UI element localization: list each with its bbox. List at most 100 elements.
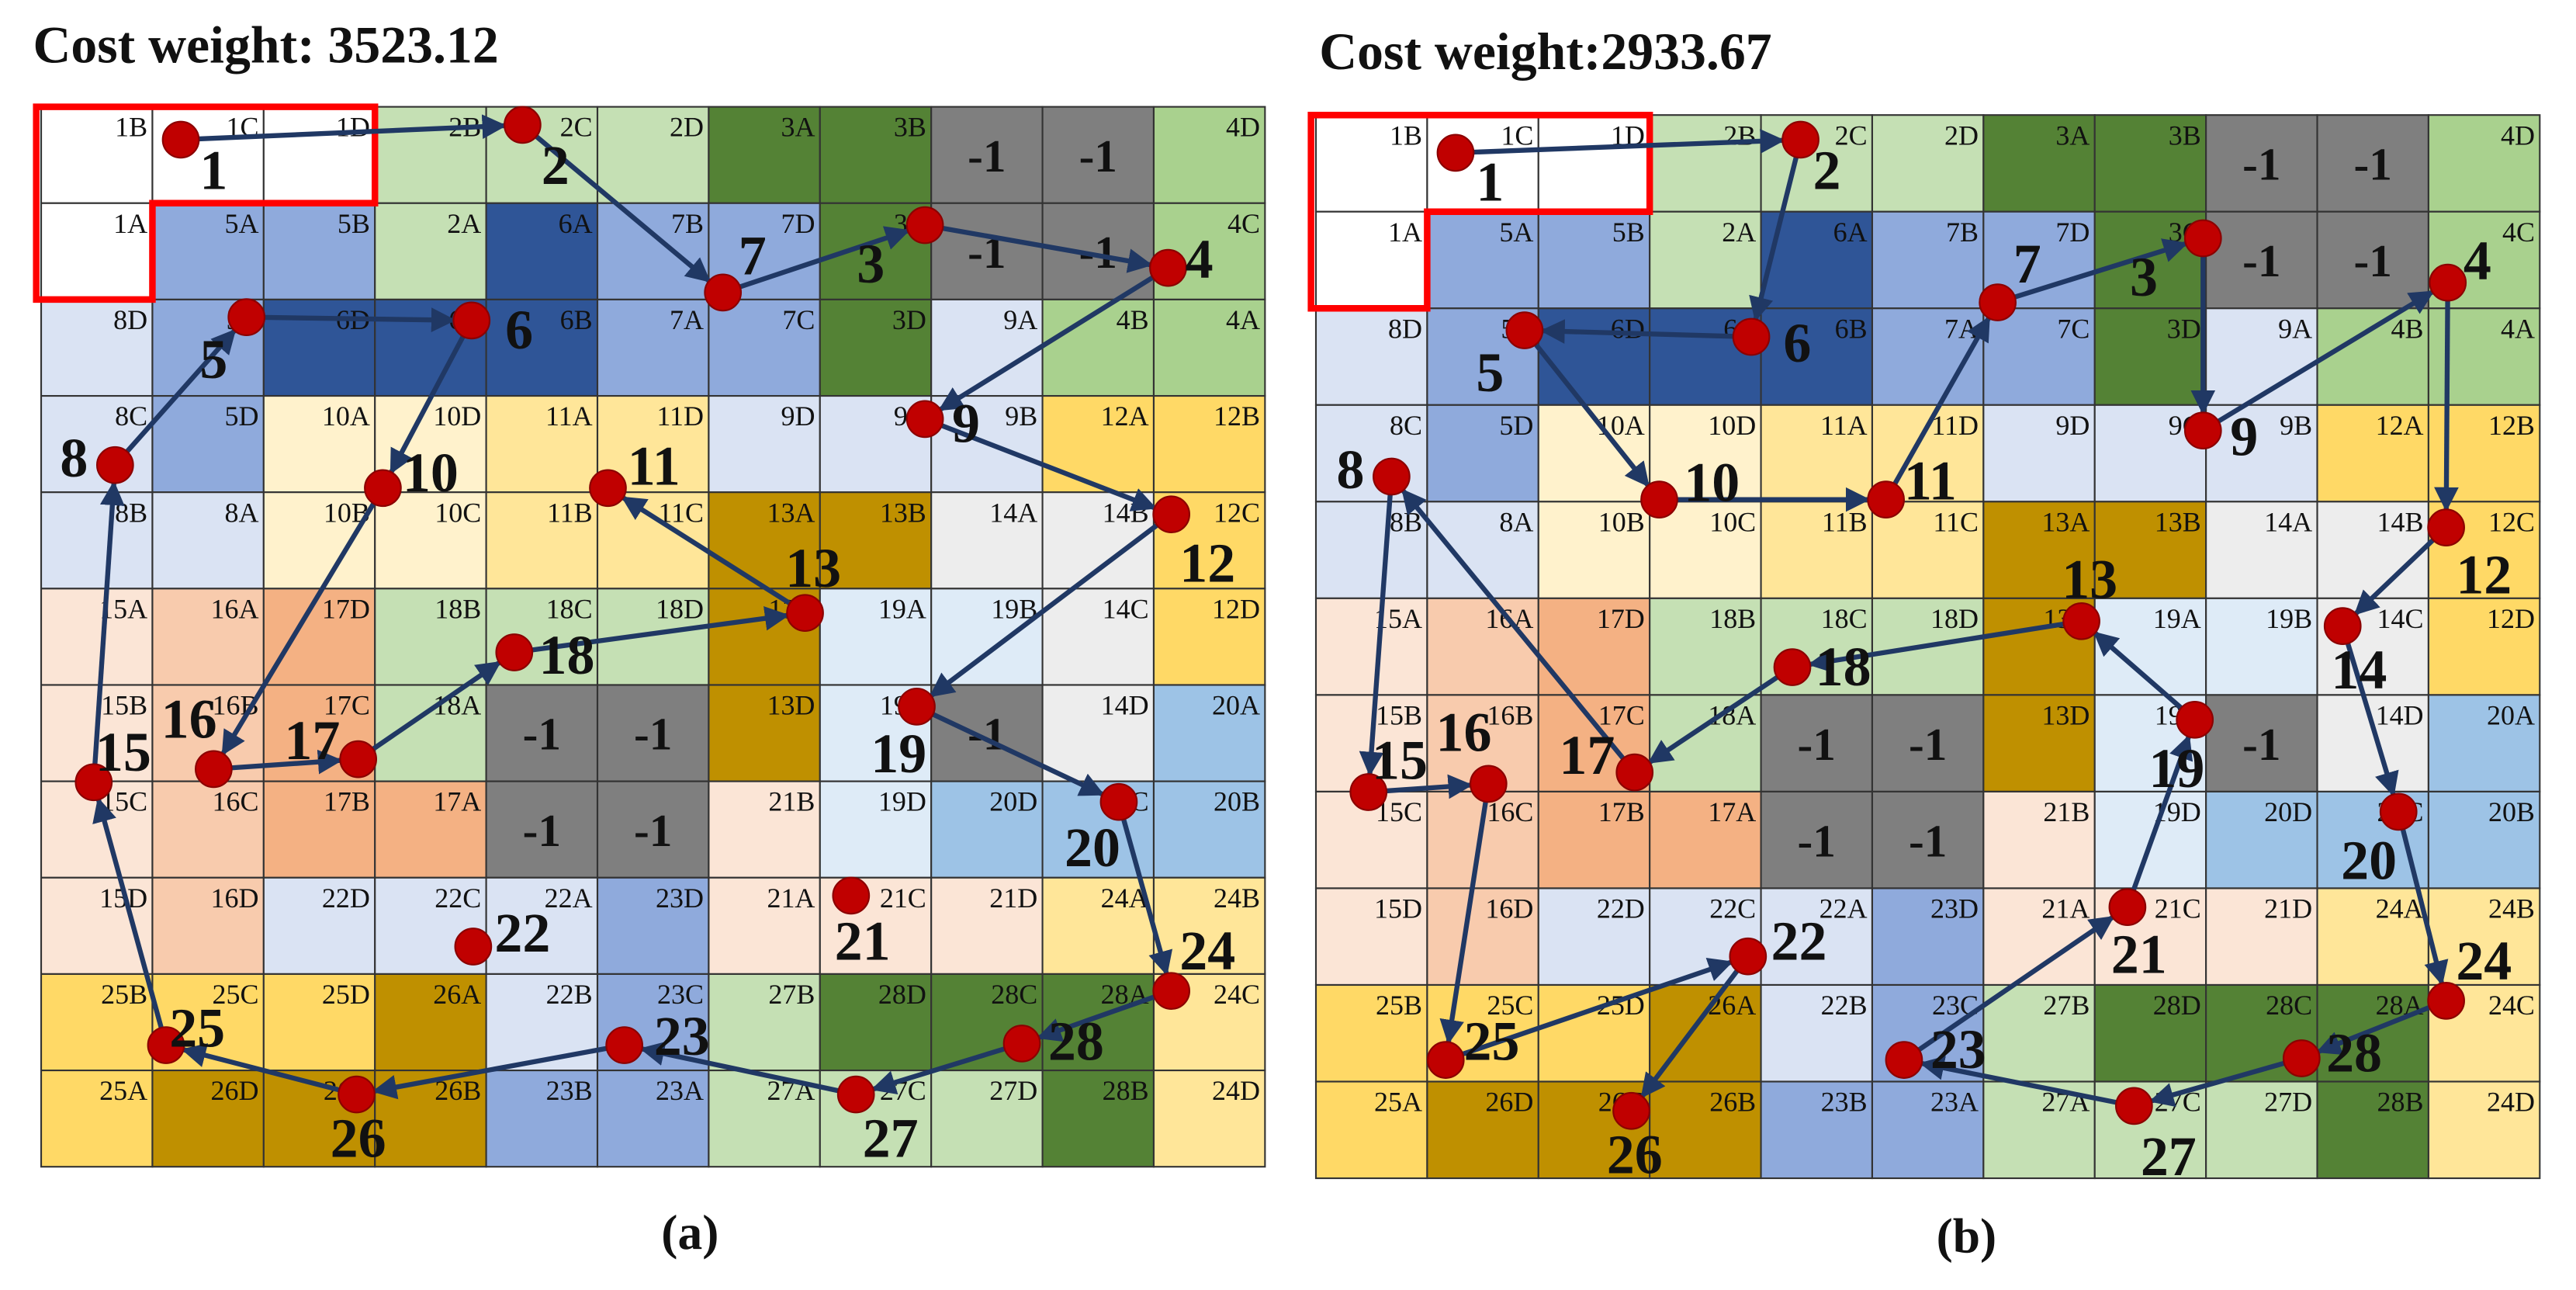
- node-dot: [2427, 982, 2465, 1020]
- cell-label: 2C: [1835, 120, 1868, 151]
- grid-cell: [596, 1070, 710, 1168]
- node-dot: [364, 469, 402, 508]
- node-label: 12: [1179, 532, 1235, 594]
- node-dot: [898, 688, 936, 726]
- route-arrow: [2217, 290, 2435, 424]
- grid-cell: [1041, 1070, 1155, 1168]
- cell-label: 28D: [2153, 990, 2201, 1021]
- node-dot: [1781, 120, 1819, 159]
- grid-cell: [1152, 298, 1266, 397]
- node-label: 9: [952, 393, 980, 455]
- node-label: 27: [863, 1108, 919, 1170]
- cell-label: 6A: [1833, 217, 1868, 248]
- grid-cell: [1426, 887, 1539, 987]
- grid-cell: [151, 1070, 265, 1168]
- cell-label: 3B: [894, 112, 926, 143]
- route-arrow: [389, 335, 466, 475]
- grid-cell: [1871, 790, 1985, 889]
- panel: Cost weight:2933.67(b)1B 1C 1D 2B 2C 2D 3A 3B-1…: [1307, 23, 2541, 1263]
- cell-label: 28D: [878, 979, 926, 1010]
- start-region: [1307, 111, 1653, 312]
- grid-cell: [1537, 501, 1651, 599]
- cell-label: -1: [1798, 719, 1836, 770]
- node-dot: [1979, 283, 2017, 321]
- cell-label: 7A: [1944, 313, 1979, 344]
- cell-label: 6D: [1611, 313, 1645, 344]
- route-arrow: [372, 1046, 608, 1100]
- cell-label: 13D: [2041, 699, 2090, 730]
- node-dot: [1152, 972, 1191, 1011]
- cell-label: 11B: [547, 497, 593, 528]
- node-dot: [2108, 888, 2147, 927]
- node-label: 7: [739, 225, 767, 287]
- cell-label: 12C: [1214, 497, 1260, 528]
- grid-cell: [40, 491, 154, 590]
- node-label: 5: [199, 328, 227, 390]
- cell-label: 27D: [2264, 1087, 2312, 1118]
- cell-label: 10A: [322, 401, 370, 432]
- grid-cell: [1760, 501, 1874, 599]
- node-label: 19: [871, 723, 926, 785]
- cell-label: 12B: [2488, 410, 2535, 441]
- route-arrow: [181, 1043, 340, 1093]
- cell-label: 8D: [113, 304, 147, 335]
- cell-label: 17D: [1597, 603, 1645, 634]
- node-dot: [1612, 1091, 1650, 1130]
- grid-cell: [596, 298, 710, 397]
- route-arrow: [1473, 129, 1785, 155]
- grid-cell: [1649, 210, 1762, 310]
- grid-cell: [1760, 887, 1874, 987]
- cell-label: 28A: [1101, 979, 1149, 1010]
- node-dot: [1773, 648, 1812, 686]
- cell-label: 21B: [2043, 796, 2090, 827]
- cell-label: -1: [523, 709, 561, 760]
- grid-cell: [2316, 114, 2429, 213]
- node-dot: [1436, 134, 1475, 172]
- cell-label: 4C: [1227, 208, 1260, 239]
- grid-cell: [1871, 694, 1985, 792]
- cell-label: 5D: [224, 401, 258, 432]
- route-arrow: [2434, 300, 2459, 512]
- cell-label: 23D: [656, 883, 704, 914]
- cell-label: 18B: [1709, 603, 1756, 634]
- node-label: 4: [2463, 230, 2491, 292]
- node-dot: [74, 763, 113, 802]
- cell-label: 3B: [2169, 120, 2201, 151]
- grid-cell: [1871, 210, 1985, 310]
- node-label: 26: [331, 1108, 386, 1170]
- cell-label: 7B: [671, 208, 704, 239]
- cell-label: 9B: [2280, 410, 2312, 441]
- cell-label: 25A: [99, 1075, 147, 1106]
- cell-label: 2C: [560, 112, 593, 143]
- grid-cell: [40, 973, 154, 1072]
- route-arrow: [1036, 994, 1155, 1042]
- grid-cell: [2427, 597, 2541, 696]
- cell-label: 26A: [1708, 990, 1756, 1021]
- cell-label: 8C: [1390, 410, 1422, 441]
- node-label: 1: [199, 139, 227, 201]
- grid-cell: [374, 491, 487, 590]
- node-dot: [338, 1075, 376, 1114]
- grid-cell: [819, 588, 933, 686]
- node-label: 8: [60, 427, 88, 489]
- node-label: 9: [2230, 405, 2258, 467]
- cell-label: -1: [2242, 719, 2280, 770]
- node-dot: [227, 298, 266, 336]
- cell-label: 18C: [1821, 603, 1868, 634]
- cell-label: 12D: [2487, 603, 2535, 634]
- cell-label: 24B: [2488, 893, 2535, 924]
- route-arrow: [2316, 1005, 2431, 1056]
- node-dot: [339, 740, 378, 779]
- grid-cell: [151, 780, 265, 879]
- grid-cell: [2205, 501, 2318, 599]
- grid-cell: [1982, 694, 2096, 792]
- cell-label: 4B: [1117, 304, 1149, 335]
- route-arrow: [1639, 969, 1740, 1099]
- node-label: 3: [2130, 246, 2158, 308]
- cell-label: 4A: [2501, 313, 2535, 344]
- cell-label: 15D: [1374, 893, 1422, 924]
- start-region: [33, 103, 379, 303]
- node-dot: [95, 446, 134, 484]
- node-dot: [2115, 1087, 2153, 1125]
- cell-label: 1A: [1388, 217, 1422, 248]
